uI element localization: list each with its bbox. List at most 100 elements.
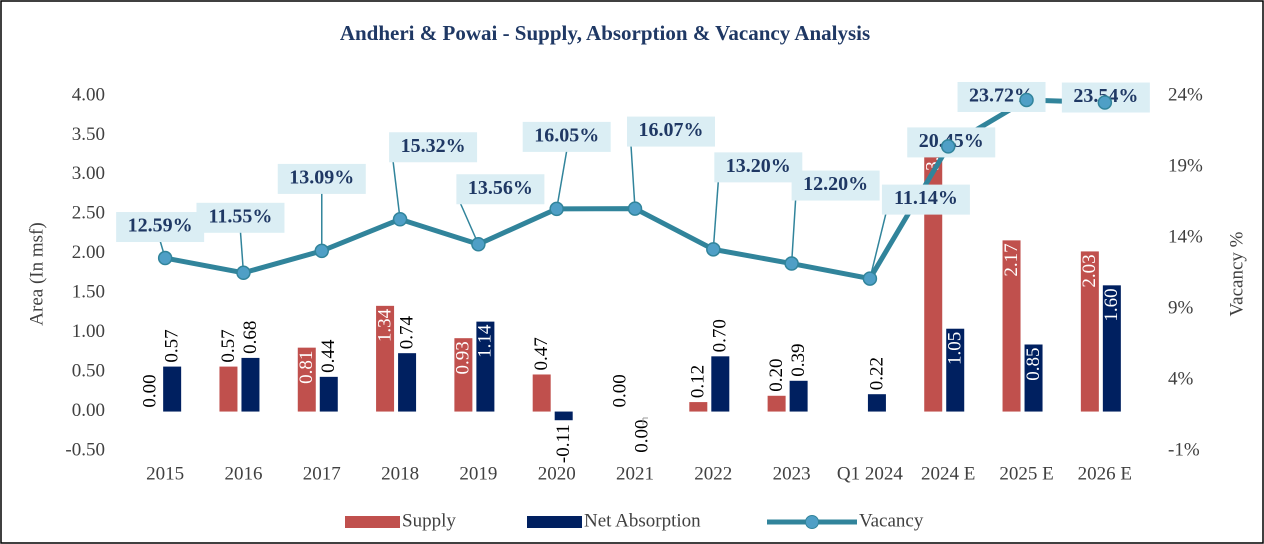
bar-value-label: 1.05 <box>945 332 966 365</box>
leader-line <box>630 145 636 209</box>
vacancy-value-label: 13.56% <box>468 177 533 199</box>
bar <box>1024 344 1043 412</box>
x-tick-label: 2022 <box>694 463 732 484</box>
vacancy-value-label: 23.72% <box>969 85 1034 107</box>
vacancy-marker <box>940 139 956 154</box>
bar <box>867 394 886 412</box>
bar <box>532 374 551 412</box>
y2-tick-label: 24% <box>1168 84 1203 105</box>
bar-value-label: 0.81 <box>296 351 317 384</box>
bar-value-label: 0.00 <box>140 374 161 407</box>
bar-value-label: 0.85 <box>1023 348 1044 381</box>
legend-marker <box>805 515 819 529</box>
bar-value-label: 0.57 <box>218 329 239 362</box>
y-tick-label: 1.00 <box>72 321 105 342</box>
y-tick-label: 3.50 <box>72 124 105 145</box>
vacancy-marker <box>784 256 799 271</box>
legend-swatch <box>527 516 582 528</box>
x-tick-label: 2025 E <box>999 463 1053 484</box>
y2-tick-label: 19% <box>1168 155 1203 176</box>
label-box <box>116 212 205 243</box>
label-box <box>627 116 715 147</box>
bar-value-label: 0.00 <box>609 374 630 407</box>
bar <box>711 356 730 412</box>
vacancy-marker <box>471 236 486 252</box>
x-tick-label: 2017 <box>303 463 341 484</box>
bar-value-label: 0.00 <box>631 420 652 453</box>
bar <box>297 347 316 412</box>
y-tick-label: 2.00 <box>72 242 105 263</box>
bar <box>219 366 238 412</box>
vacancy-marker <box>549 201 564 217</box>
label-box <box>714 152 803 183</box>
vacancy-marker <box>157 250 173 266</box>
y-tick-label: -0.50 <box>65 439 105 460</box>
bar <box>319 376 338 412</box>
bar <box>241 357 260 412</box>
bar-value-label: 0.20 <box>766 359 787 392</box>
y-tick-label: 4.00 <box>72 84 105 105</box>
bar-value-label: -0.11 <box>553 424 574 463</box>
vacancy-marker <box>706 242 721 257</box>
bar-value-label: 0.93 <box>453 341 474 374</box>
bar <box>1002 240 1021 412</box>
bar-value-label: 0.44 <box>318 339 339 373</box>
x-tick-label: 2019 <box>459 463 497 484</box>
bar <box>1102 285 1121 412</box>
label-box <box>522 121 611 152</box>
bar-value-label: 0.12 <box>688 365 709 398</box>
bar-value-label: 1.14 <box>475 324 496 358</box>
bar-value-label: 0.70 <box>710 319 731 352</box>
bar-value-label: 2.17 <box>1001 243 1022 276</box>
legend-label: Net Absorption <box>584 510 701 531</box>
leader-line <box>869 213 887 279</box>
y2-tick-label: -1% <box>1168 439 1200 460</box>
vacancy-marker <box>1019 92 1034 108</box>
vacancy-marker <box>627 201 643 216</box>
bar <box>476 321 495 412</box>
vacancy-marker <box>862 271 878 286</box>
label-box <box>456 174 545 205</box>
y2-tick-label: 4% <box>1168 368 1194 389</box>
bar <box>554 411 573 421</box>
vacancy-value-label: 11.14% <box>894 187 958 209</box>
vacancy-value-label: 12.20% <box>803 173 868 195</box>
bar-value-label: 0.74 <box>396 315 417 349</box>
leader-line <box>790 199 797 264</box>
leader-line <box>392 161 401 220</box>
label-box <box>791 170 880 201</box>
bar-value-label: 1.60 <box>1101 288 1122 321</box>
bar <box>689 402 708 412</box>
bar-value-label: 1.34 <box>374 308 395 342</box>
x-tick-label: 2018 <box>381 463 419 484</box>
label-box <box>277 163 366 194</box>
bar-value-label: 2.03 <box>1079 254 1100 287</box>
label-box <box>389 132 478 163</box>
x-tick-label: 2026 E <box>1078 463 1132 484</box>
vacancy-marker <box>392 212 408 227</box>
x-tick-label: 2021 <box>616 463 654 484</box>
vacancy-marker <box>1097 95 1113 110</box>
y-axis-title: Area (In msf) <box>26 222 47 325</box>
vacancy-value-label: 16.05% <box>534 124 599 146</box>
x-tick-label: 2020 <box>538 463 576 484</box>
y-tick-label: 1.50 <box>72 282 105 303</box>
bar <box>767 395 786 412</box>
leader-line <box>712 181 720 250</box>
y-tick-label: 3.00 <box>72 163 105 184</box>
vacancy-value-label: 11.55% <box>209 205 273 227</box>
vacancy-value-label: 13.09% <box>289 167 354 189</box>
vacancy-value-label: 13.20% <box>726 155 791 177</box>
bar-value-label: 0.57 <box>162 329 183 362</box>
y2-tick-label: 9% <box>1168 297 1194 318</box>
x-tick-label: 2024 E <box>921 463 975 484</box>
vacancy-value-label: 16.07% <box>639 119 704 141</box>
vacancy-value-label: 15.32% <box>401 135 466 157</box>
y-tick-label: 2.50 <box>72 203 105 224</box>
bar-value-label: 0.22 <box>866 357 887 390</box>
y2-axis-title: Vacancy % <box>1226 231 1247 316</box>
x-tick-label: 2023 <box>773 463 811 484</box>
vacancy-marker <box>236 265 251 281</box>
legend-swatch <box>345 516 400 528</box>
